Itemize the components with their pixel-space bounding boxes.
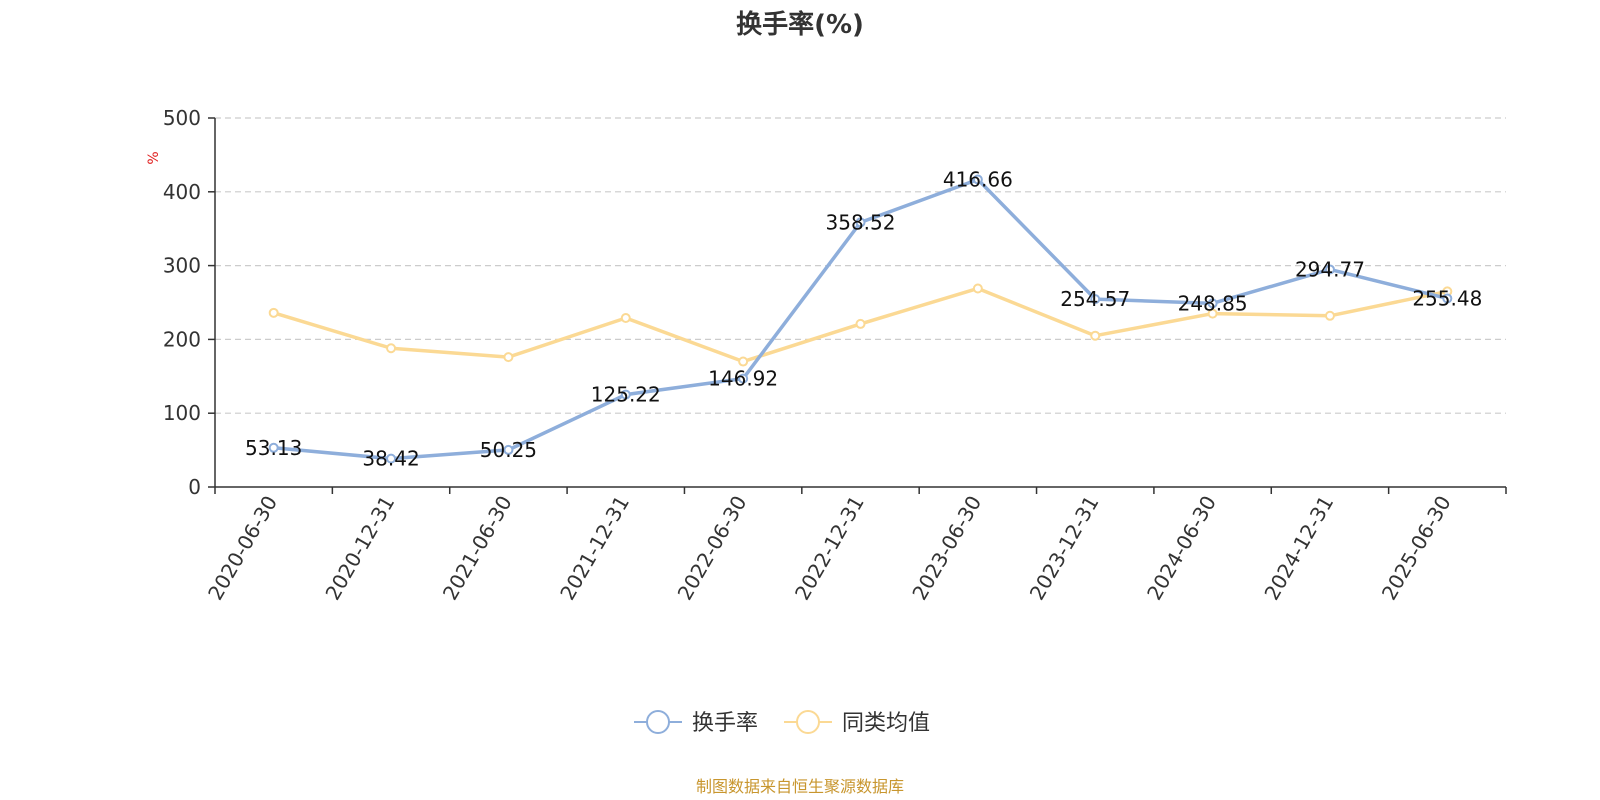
data-point[interactable]	[1207, 298, 1218, 309]
x-tick-label: 2022-12-31	[790, 492, 869, 605]
data-label: 254.57	[1060, 287, 1130, 311]
x-tick-label: 2024-12-31	[1259, 492, 1338, 605]
y-tick-label: 400	[163, 180, 201, 204]
data-point[interactable]	[1324, 264, 1335, 275]
x-tick-label: 2020-06-30	[203, 492, 282, 605]
data-point[interactable]	[738, 356, 749, 367]
data-label: 416.66	[943, 168, 1013, 192]
data-point[interactable]	[1324, 310, 1335, 321]
series-peer-average	[268, 283, 1453, 367]
data-point[interactable]	[620, 312, 631, 323]
x-tick-label: 2021-12-31	[555, 492, 634, 605]
data-point[interactable]	[1442, 293, 1453, 304]
data-point[interactable]	[1090, 294, 1101, 305]
legend-circle-icon	[646, 710, 670, 734]
legend-label: 同类均值	[842, 711, 930, 736]
data-label: 146.92	[708, 367, 778, 391]
data-source-note: 制图数据来自恒生聚源数据库	[696, 777, 904, 796]
data-point[interactable]	[503, 444, 514, 455]
legend[interactable]: 换手率 同类均值	[634, 710, 930, 736]
legend-circle-icon	[796, 710, 820, 734]
data-label: 294.77	[1295, 257, 1365, 281]
data-label: 125.22	[591, 383, 661, 407]
data-label: 38.42	[362, 447, 419, 471]
data-point[interactable]	[503, 352, 514, 363]
x-tick-label: 2021-06-30	[438, 492, 517, 605]
data-label: 358.52	[826, 210, 896, 234]
data-label: 248.85	[1178, 291, 1248, 315]
legend-label: 换手率	[692, 711, 758, 736]
data-label: 255.48	[1412, 286, 1482, 310]
data-label: 53.13	[245, 436, 302, 460]
y-tick-label: 100	[163, 401, 201, 425]
x-tick-label: 2023-06-30	[907, 492, 986, 605]
y-tick-label: 500	[163, 106, 201, 130]
y-tick-label: 0	[188, 475, 201, 499]
x-tick-label: 2023-12-31	[1025, 492, 1104, 605]
data-point[interactable]	[738, 373, 749, 384]
data-point[interactable]	[620, 389, 631, 400]
data-point[interactable]	[386, 453, 397, 464]
data-point[interactable]	[1090, 330, 1101, 341]
y-axis-unit-label: %	[146, 151, 162, 164]
data-point[interactable]	[855, 318, 866, 329]
x-tick-label: 2025-06-30	[1377, 492, 1456, 605]
series-layer	[268, 174, 1453, 464]
x-tick-label: 2024-06-30	[1142, 492, 1221, 605]
data-point[interactable]	[855, 217, 866, 228]
legend-item-peer-average[interactable]: 同类均值	[784, 710, 930, 736]
legend-item-turnover-rate[interactable]: 换手率	[634, 710, 758, 736]
y-axis-ticks: 0 100 200 300 400 500	[163, 106, 215, 499]
x-tick-label: 2020-12-31	[320, 492, 399, 605]
x-axis-ticks: 2020-06-30 2020-12-31 2021-06-30 2021-12-31…	[203, 487, 1507, 605]
axes	[214, 118, 1506, 488]
data-point[interactable]	[386, 343, 397, 354]
data-point[interactable]	[972, 174, 983, 185]
data-point[interactable]	[268, 307, 279, 318]
grid-lines	[215, 117, 1506, 414]
y-tick-label: 200	[163, 327, 201, 351]
x-tick-label: 2022-06-30	[673, 492, 752, 605]
y-tick-label: 300	[163, 254, 201, 278]
data-label: 50.25	[480, 438, 537, 462]
series-turnover-rate	[268, 174, 1453, 464]
data-point[interactable]	[1207, 308, 1218, 319]
data-point[interactable]	[268, 442, 279, 453]
data-point[interactable]	[972, 283, 983, 294]
chart-title: 换手率(%)	[736, 9, 864, 40]
data-labels: 53.13 38.42 50.25 125.22 146.92 358.52 416.66 2…	[245, 168, 1482, 471]
